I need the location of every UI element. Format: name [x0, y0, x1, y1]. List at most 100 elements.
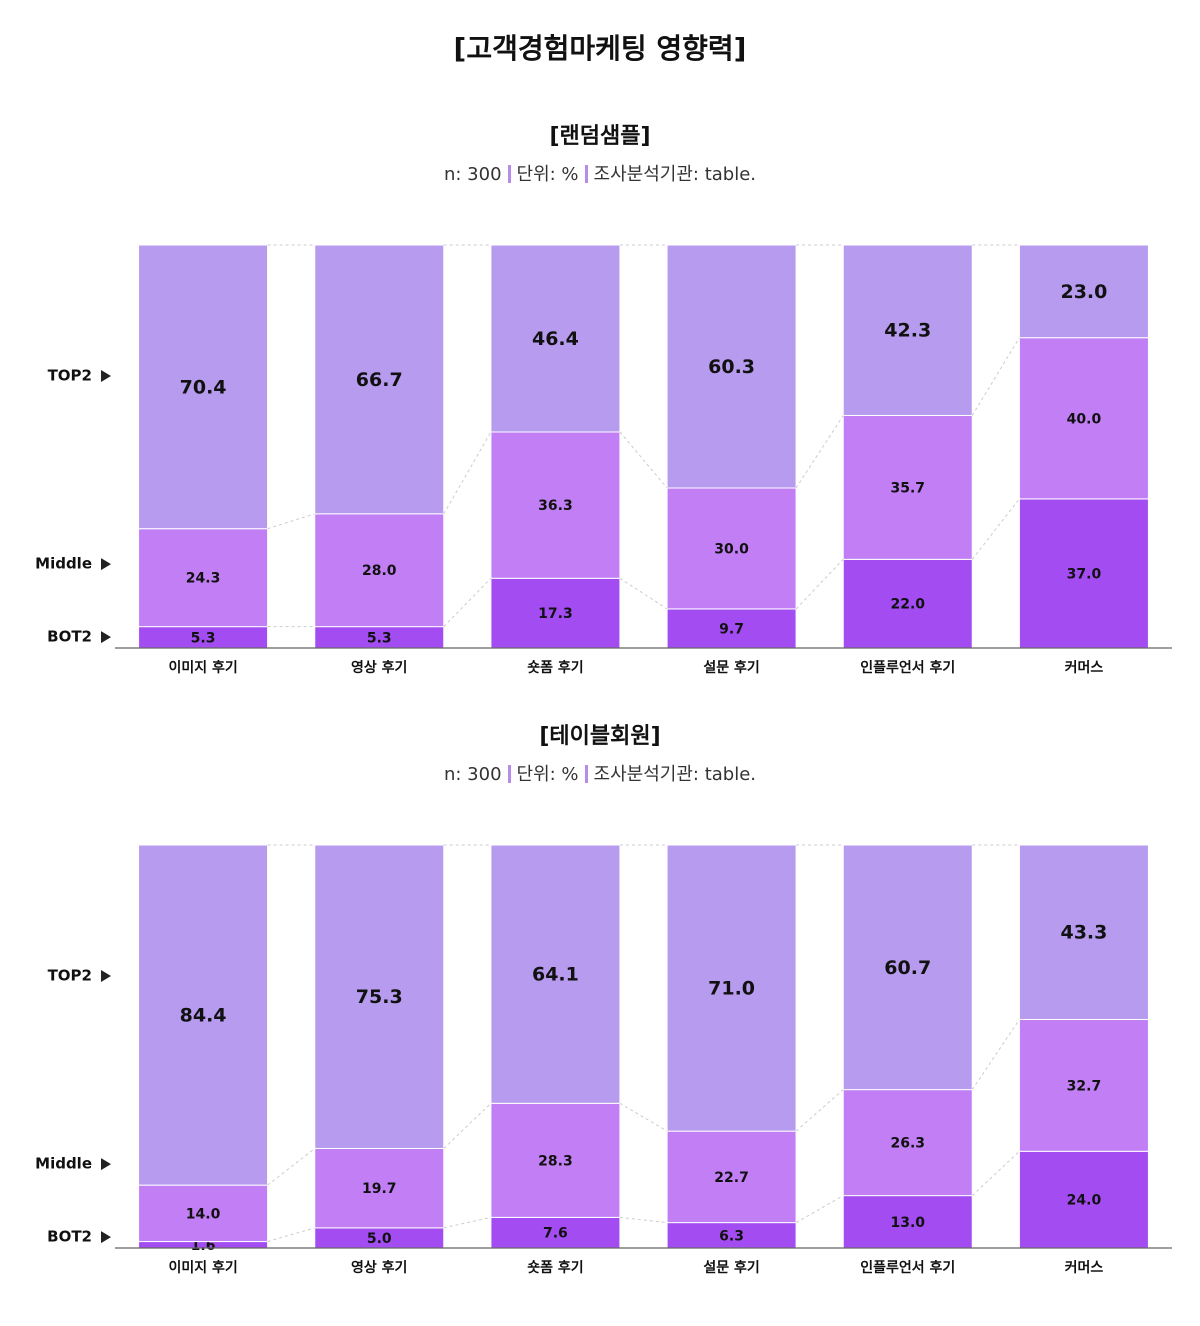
- bar-segment: [490, 844, 621, 1104]
- category-box: 숏폼 후기: [527, 1260, 584, 1276]
- legend-arrow: [101, 558, 111, 571]
- value-label: 28.0: [362, 563, 397, 579]
- category-box: 설문 후기: [703, 1260, 760, 1276]
- subtitle-box: n: 300 단위: % 조사분석기관: table.: [0, 760, 1200, 786]
- bar-segment: [842, 558, 973, 649]
- bar-segment: [138, 1184, 269, 1243]
- value-label: 64.1: [532, 964, 579, 986]
- x-tick-label: 이미지 후기: [168, 1260, 238, 1276]
- value-label: 40.0: [1067, 411, 1102, 427]
- legend-label: TOP2: [48, 366, 92, 384]
- x-tick-label: 숏폼 후기: [527, 1260, 584, 1276]
- value-label: 19.7: [362, 1181, 397, 1197]
- bar-segment: [842, 844, 973, 1091]
- value-label: 71.0: [708, 978, 755, 1000]
- connector: [619, 1102, 668, 1132]
- legend-arrow: [101, 1231, 111, 1244]
- bar-segment: [666, 844, 797, 1132]
- connector: [971, 337, 1020, 416]
- value-label: 35.7: [890, 480, 925, 496]
- legend-arrow: [101, 631, 111, 644]
- value-label: 23.0: [1060, 281, 1107, 303]
- value-label: 17.3: [538, 606, 573, 622]
- value-label: 75.3: [356, 986, 403, 1008]
- bar-segment: [1018, 337, 1149, 500]
- value-label: 30.0: [714, 541, 749, 557]
- x-tick-label: 설문 후기: [703, 1260, 760, 1276]
- subtitle-part: 단위: %: [516, 164, 579, 185]
- connector: [267, 513, 315, 530]
- bar-segment: [1018, 498, 1149, 649]
- value-label: 43.3: [1060, 922, 1107, 944]
- value-label: 36.3: [538, 498, 573, 514]
- page-title: [고객경험마케팅 영향력]: [454, 32, 747, 65]
- x-tick-label: 이미지 후기: [168, 660, 238, 676]
- category-box: 영상 후기: [351, 660, 407, 676]
- connector: [443, 431, 492, 515]
- x-tick-label: 인플루언서 후기: [860, 660, 956, 676]
- legend-label: Middle: [35, 555, 92, 573]
- legend-label: BOT2: [47, 628, 92, 646]
- chart-title: [랜덤샘플]: [549, 124, 650, 149]
- connector: [619, 577, 668, 610]
- bar-segment: [138, 244, 269, 530]
- value-label: 5.0: [367, 1231, 392, 1247]
- subtitle: n: 300 단위: % 조사분석기관: table.: [0, 760, 1200, 786]
- bar-segment: [138, 844, 269, 1186]
- bar-segment: [666, 487, 797, 610]
- category-box: 커머스: [1065, 1260, 1104, 1276]
- legend-label: BOT2: [47, 1228, 92, 1246]
- value-label: 14.0: [186, 1206, 221, 1222]
- connector: [267, 1148, 316, 1186]
- category-box: 커머스: [1064, 660, 1104, 676]
- value-label: 32.7: [1067, 1078, 1102, 1094]
- subtitle: n: 300 단위: % 조사분석기관: table.: [0, 160, 1200, 186]
- subtitle-part: 조사분석기관: table.: [593, 764, 757, 785]
- bar-segment: [666, 608, 797, 649]
- x-tick-label: 인플루언서 후기: [860, 1260, 956, 1276]
- connector: [795, 558, 844, 610]
- connector: [795, 1089, 844, 1132]
- separator: [584, 165, 588, 183]
- bar-segment: [842, 244, 973, 416]
- bar-segment: [490, 431, 621, 579]
- x-tick-label: 커머스: [1064, 660, 1104, 676]
- bar-segment: [490, 1216, 621, 1249]
- category-box: 인플루언서 후기: [860, 1260, 956, 1276]
- value-label: 22.7: [714, 1170, 749, 1186]
- bar-segment: [1018, 1150, 1149, 1249]
- x-tick-label: 숏폼 후기: [527, 660, 584, 676]
- value-label: 9.7: [719, 621, 744, 637]
- separator: [584, 765, 588, 783]
- value-label: 60.3: [708, 356, 755, 378]
- value-label: 28.3: [538, 1153, 573, 1169]
- legend-arrow: [101, 369, 111, 382]
- connector: [619, 431, 668, 489]
- bar-segment: [490, 244, 621, 433]
- value-label: 22.0: [890, 597, 925, 613]
- connector: [443, 1216, 492, 1229]
- value-label: 42.3: [884, 320, 931, 342]
- subtitle-box: n: 300 단위: % 조사분석기관: table.: [0, 160, 1200, 186]
- bar-segment: [314, 513, 445, 628]
- connector: [619, 1216, 668, 1224]
- value-label: 6.3: [719, 1228, 744, 1244]
- category-box: 숏폼 후기: [527, 660, 584, 676]
- separator: [507, 765, 511, 783]
- value-label: 24.3: [186, 571, 221, 587]
- legend-arrow: [101, 1158, 111, 1171]
- bar-segment: [1018, 844, 1149, 1020]
- bar-segment: [842, 1089, 973, 1197]
- subtitle-part: 조사분석기관: table.: [593, 164, 757, 185]
- bar-segment: [138, 528, 269, 628]
- value-label: 46.4: [532, 328, 579, 350]
- value-label: 13.0: [890, 1215, 925, 1231]
- bar-segment: [1018, 244, 1149, 339]
- bar-segment: [314, 244, 445, 515]
- category-box: 이미지 후기: [168, 1260, 238, 1276]
- x-tick-label: 영상 후기: [351, 1260, 408, 1276]
- value-label: 5.3: [191, 630, 216, 646]
- subtitle-part: 단위: %: [516, 764, 579, 785]
- bar-segment: [842, 414, 973, 560]
